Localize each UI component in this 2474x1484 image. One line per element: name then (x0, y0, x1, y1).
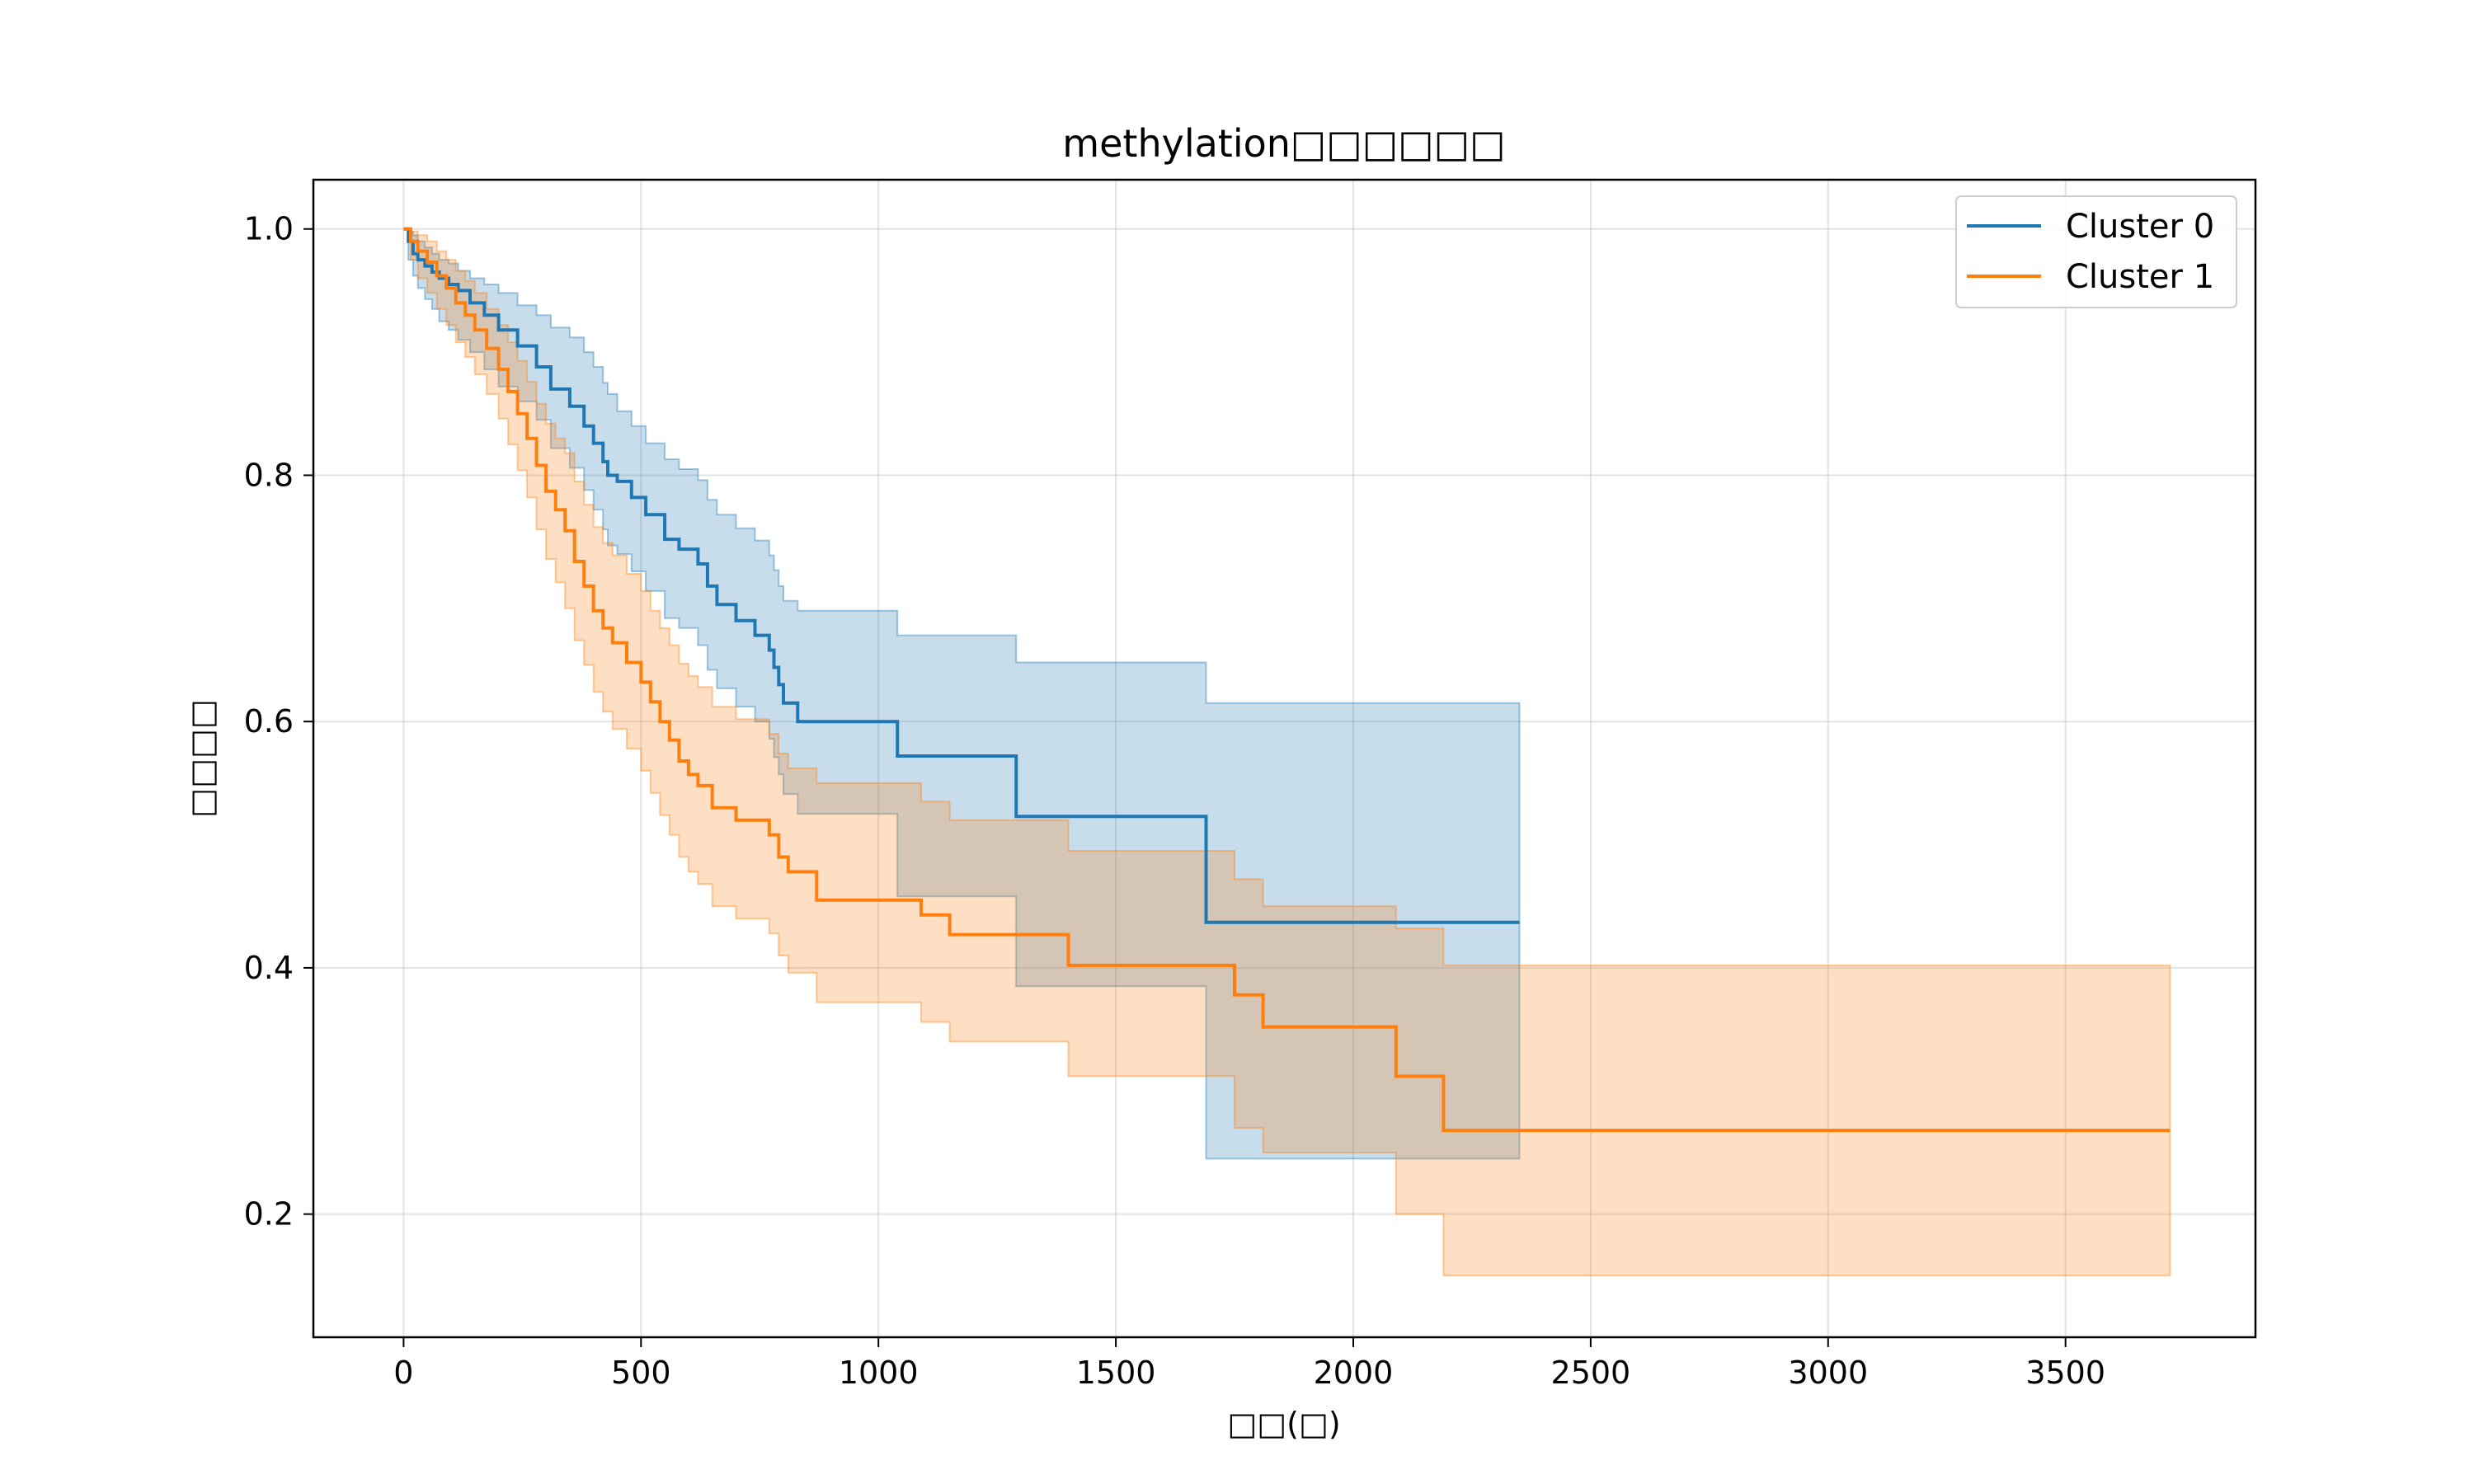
y-tick-label: 1.0 (244, 211, 294, 247)
confidence-bands (403, 228, 2171, 1277)
x-tick-label: 3500 (2025, 1355, 2105, 1391)
y-tick-label: 0.4 (244, 950, 294, 986)
confidence-band-cluster-1 (403, 228, 2171, 1277)
x-tick-label: 500 (611, 1355, 671, 1391)
y-tick-label: 0.2 (244, 1196, 294, 1233)
x-tick-label: 2000 (1314, 1355, 1394, 1391)
y-axis: 0.2 0.4 0.6 0.8 1.0 (244, 211, 313, 1233)
x-axis-label: □□(□) (1227, 1406, 1340, 1442)
y-tick-label: 0.6 (244, 703, 294, 740)
legend-label-cluster-1: Cluster 1 (2066, 258, 2214, 296)
x-tick-label: 2500 (1551, 1355, 1631, 1391)
grid (313, 180, 2255, 1337)
legend: Cluster 0 Cluster 1 (1955, 195, 2237, 308)
x-axis: 0 500 1000 1500 2000 2500 3000 3500 (393, 1337, 2105, 1391)
confidence-band-cluster-0 (403, 228, 1521, 1160)
plot-frame (312, 178, 2257, 1339)
legend-label-cluster-0: Cluster 0 (2066, 208, 2214, 246)
x-tick-label: 3000 (1788, 1355, 1868, 1391)
x-tick-label: 1500 (1076, 1355, 1156, 1391)
x-tick-label: 0 (393, 1355, 413, 1391)
y-tick-label: 0.8 (244, 457, 294, 493)
x-tick-label: 1000 (839, 1355, 919, 1391)
legend-frame (1955, 195, 2237, 308)
survival-line-cluster-1 (403, 227, 2171, 1133)
chart-title: methylation□□□□□□ (1062, 121, 1505, 166)
survival-lines (403, 227, 2171, 1133)
y-axis-label: □□□□ (184, 699, 220, 818)
